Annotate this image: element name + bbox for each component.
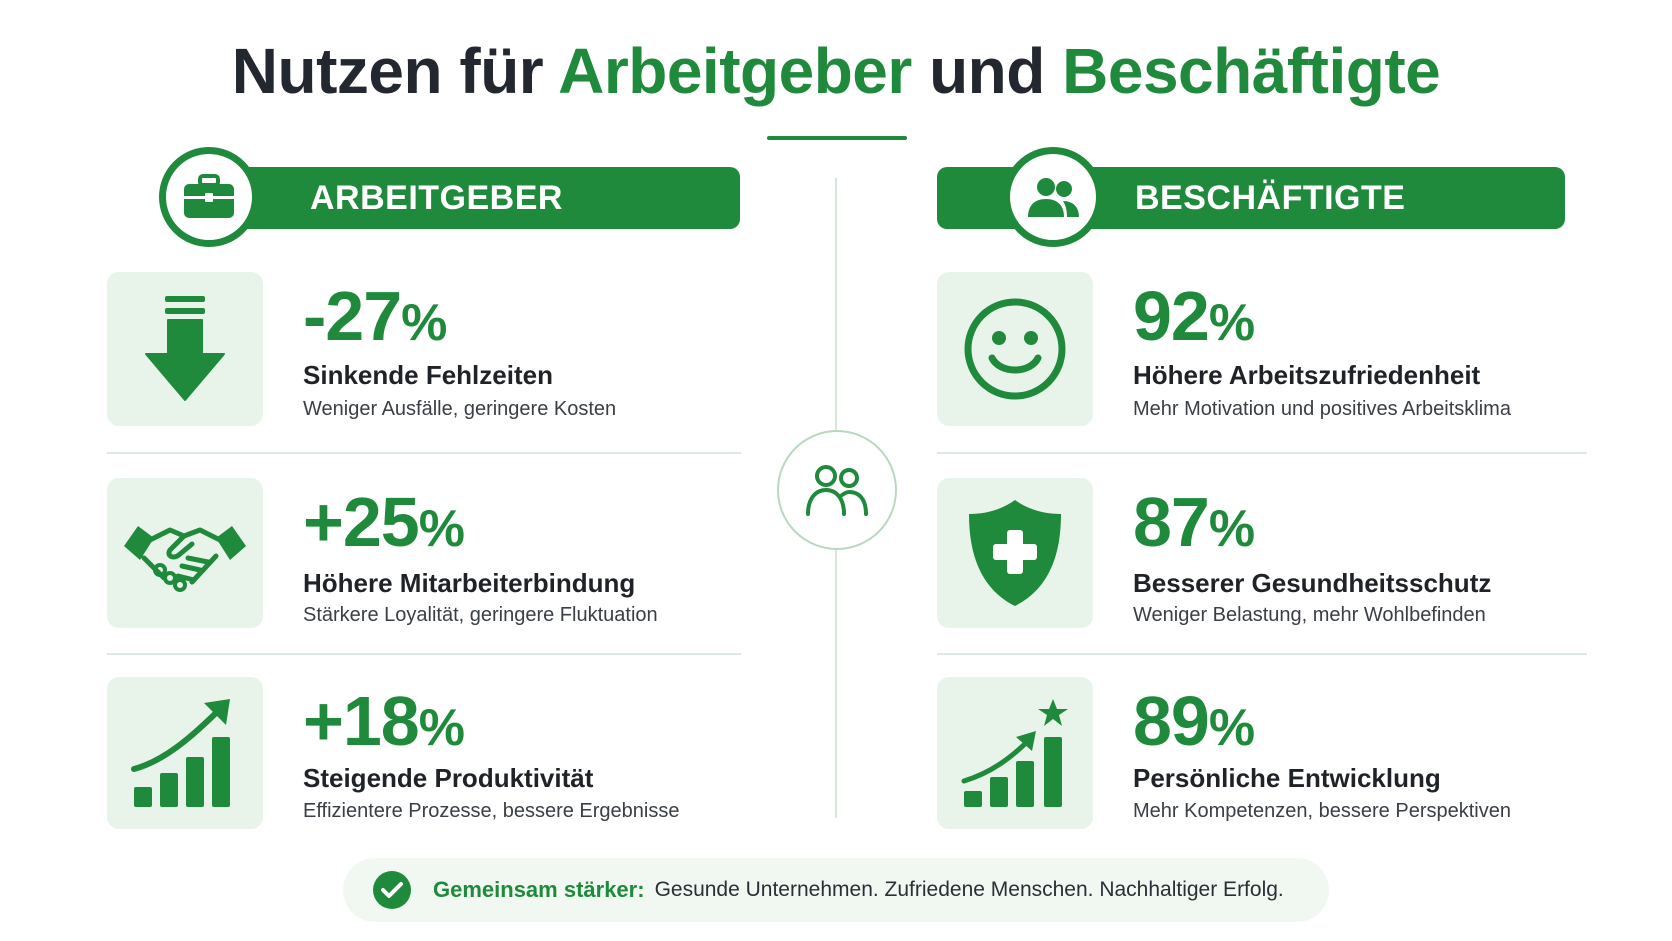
row-divider — [937, 452, 1587, 454]
stat-unit: % — [418, 699, 465, 757]
card-title: Steigende Produktivität — [303, 763, 594, 793]
check-circle-icon — [373, 871, 411, 909]
stat-number: 87 — [1133, 483, 1210, 561]
people-icon — [1028, 178, 1079, 217]
icon-tile — [107, 677, 263, 829]
footer-bold-text: Gemeinsam stärker: — [433, 877, 645, 902]
stat-unit: % — [1208, 294, 1255, 352]
card-subtitle: Weniger Ausfälle, geringere Kosten — [303, 398, 617, 420]
icon-tile — [937, 478, 1093, 628]
arrow-down-icon — [145, 296, 225, 401]
card-subtitle: Mehr Motivation und positives Arbeitskli… — [1133, 398, 1511, 420]
employer-card-productivity: +18% Steigende Produktivität Effizienter… — [107, 677, 747, 833]
card-subtitle: Mehr Kompetenzen, bessere Perspektiven — [1133, 800, 1511, 822]
card-title: Sinkende Fehlzeiten — [303, 360, 553, 390]
stat-unit: % — [401, 294, 447, 352]
row-divider — [107, 452, 741, 454]
stat-value: +18% — [303, 681, 465, 768]
footer-banner: Gemeinsam stärker: Gesunde Unternehmen. … — [343, 858, 1329, 922]
card-title: Höhere Mitarbeiterbindung — [303, 568, 636, 598]
row-divider — [937, 653, 1587, 655]
stat-value: -27% — [303, 276, 447, 363]
smiley-icon — [964, 298, 1066, 400]
stat-value: 87% — [1133, 482, 1255, 569]
title-underline — [767, 136, 907, 140]
employer-header: ARBEITGEBER — [188, 167, 740, 229]
growth-chart-icon — [131, 699, 230, 807]
growth-star-icon — [961, 699, 1068, 807]
stat-unit: % — [418, 500, 465, 558]
employee-card-satisfaction: 92% Höhere Arbeitszufriedenheit Mehr Mot… — [937, 272, 1597, 428]
employee-card-health: 87% Besserer Gesundheitsschutz Weniger B… — [937, 478, 1597, 634]
stat-value: 92% — [1133, 276, 1255, 363]
row-divider — [107, 653, 741, 655]
stat-unit: % — [1208, 699, 1255, 757]
stat-number: 92 — [1133, 277, 1210, 355]
stat-value: 89% — [1133, 681, 1255, 768]
center-badge — [777, 430, 897, 550]
employees-header-label: BESCHÄFTIGTE — [1135, 178, 1406, 217]
stat-value: +25% — [303, 482, 465, 569]
stat-number: 89 — [1133, 682, 1210, 760]
stat-unit: % — [1208, 500, 1255, 558]
shield-plus-icon — [969, 500, 1061, 606]
icon-tile — [107, 478, 263, 628]
icon-tile — [937, 677, 1093, 829]
employees-header-badge — [1003, 147, 1103, 247]
icon-tile — [107, 272, 263, 426]
employer-card-absence: -27% Sinkende Fehlzeiten Weniger Ausfäll… — [107, 272, 747, 428]
footer-text: Gesunde Unternehmen. Zufriedene Menschen… — [654, 878, 1284, 901]
card-subtitle: Effizientere Prozesse, bessere Ergebniss… — [303, 800, 680, 822]
employer-header-label: ARBEITGEBER — [310, 178, 563, 217]
page-title: Nutzen für Arbeitgeber und Beschäftigte — [0, 34, 1672, 108]
card-subtitle: Stärkere Loyalität, geringere Fluktuatio… — [303, 604, 658, 626]
stat-number: -27 — [303, 277, 402, 355]
stat-number: +18 — [303, 682, 420, 760]
title-part-3: und — [911, 35, 1063, 107]
employer-header-badge — [159, 147, 259, 247]
title-part-employer: Arbeitgeber — [558, 35, 912, 107]
employee-card-development: 89% Persönliche Entwicklung Mehr Kompete… — [937, 677, 1597, 833]
people-outline-icon — [806, 465, 868, 516]
stat-number: +25 — [303, 483, 420, 561]
card-subtitle: Weniger Belastung, mehr Wohlbefinden — [1133, 604, 1486, 626]
icon-tile — [937, 272, 1093, 426]
title-part-1: Nutzen für — [231, 35, 559, 107]
employer-card-retention: +25% Höhere Mitarbeiterbindung Stärkere … — [107, 478, 747, 634]
title-part-employees: Beschäftigte — [1062, 35, 1441, 107]
card-title: Höhere Arbeitszufriedenheit — [1133, 360, 1481, 390]
card-title: Besserer Gesundheitsschutz — [1133, 568, 1492, 598]
briefcase-icon — [184, 174, 234, 218]
card-title: Persönliche Entwicklung — [1133, 763, 1441, 793]
handshake-icon — [124, 526, 246, 592]
